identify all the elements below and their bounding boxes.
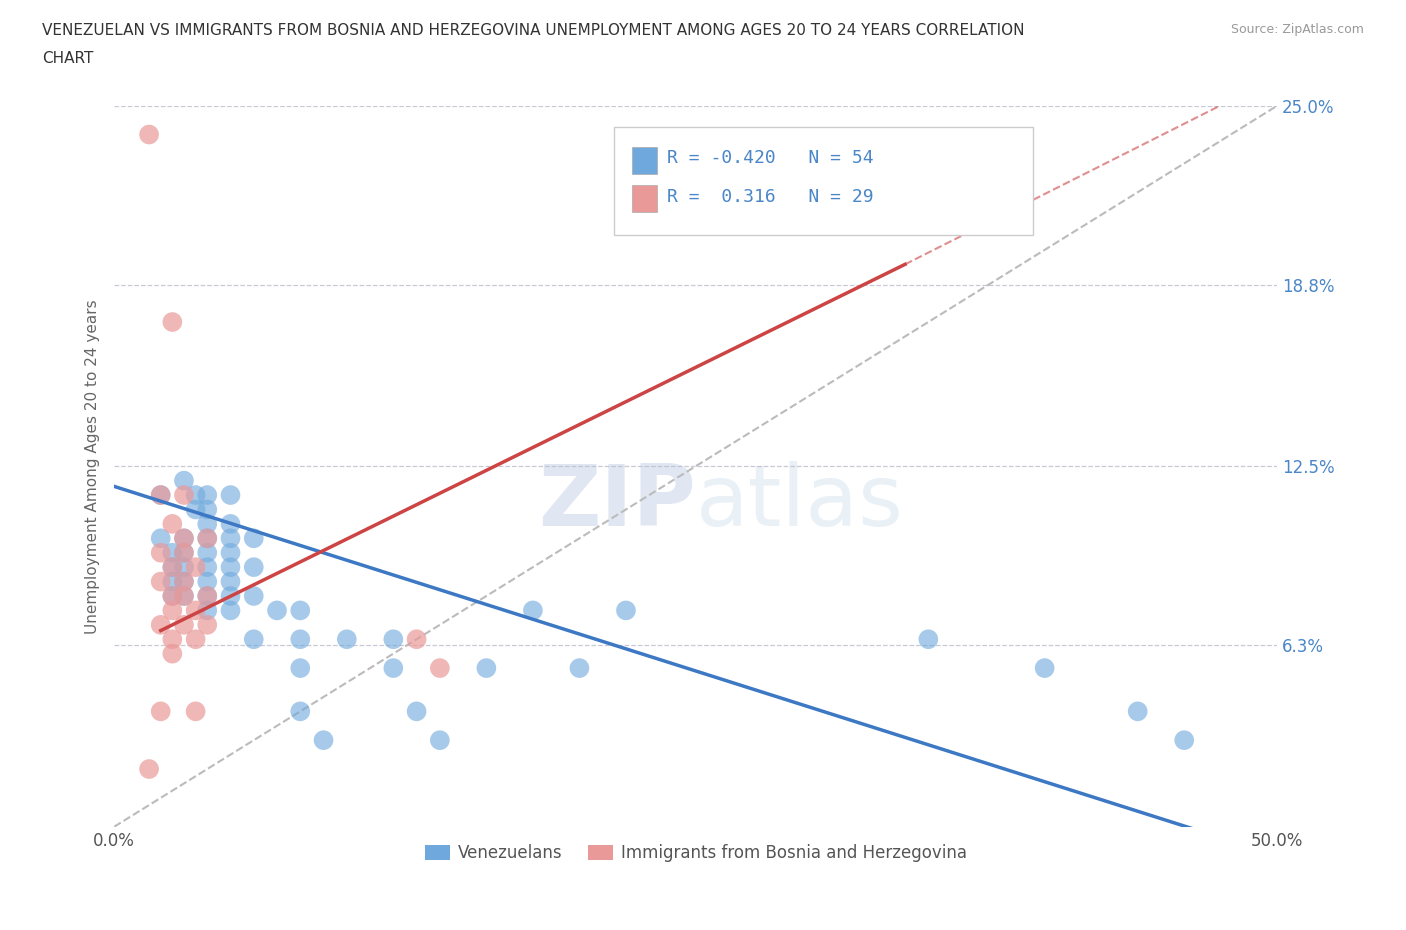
- Point: [195, 589, 218, 604]
- Point: [429, 660, 451, 675]
- Point: [195, 574, 218, 589]
- Point: [162, 545, 184, 560]
- Point: [242, 560, 264, 575]
- Point: [138, 762, 160, 777]
- Point: [184, 603, 207, 618]
- Point: [242, 631, 264, 646]
- Point: [568, 660, 591, 675]
- Point: [429, 733, 451, 748]
- Point: [184, 704, 207, 719]
- Point: [173, 545, 195, 560]
- Point: [173, 618, 195, 632]
- Text: VENEZUELAN VS IMMIGRANTS FROM BOSNIA AND HERZEGOVINA UNEMPLOYMENT AMONG AGES 20 : VENEZUELAN VS IMMIGRANTS FROM BOSNIA AND…: [42, 23, 1025, 38]
- Point: [195, 502, 218, 517]
- Point: [290, 603, 312, 618]
- Text: CHART: CHART: [42, 51, 94, 66]
- Bar: [631, 185, 658, 212]
- Point: [184, 631, 207, 646]
- Point: [173, 560, 195, 575]
- Point: [173, 531, 195, 546]
- Point: [162, 589, 184, 604]
- Point: [290, 631, 312, 646]
- Point: [173, 531, 195, 546]
- Point: [195, 589, 218, 604]
- Point: [162, 314, 184, 329]
- Point: [1173, 733, 1195, 748]
- Point: [219, 516, 242, 531]
- Point: [173, 487, 195, 502]
- Point: [219, 487, 242, 502]
- Text: R =  0.316   N = 29: R = 0.316 N = 29: [666, 188, 873, 206]
- Point: [173, 473, 195, 488]
- Text: ZIP: ZIP: [538, 460, 696, 544]
- Point: [336, 631, 359, 646]
- Point: [184, 487, 207, 502]
- Point: [195, 603, 218, 618]
- Point: [195, 531, 218, 546]
- Point: [162, 516, 184, 531]
- Text: atlas: atlas: [696, 460, 904, 544]
- Point: [138, 127, 160, 142]
- Point: [917, 631, 939, 646]
- Point: [173, 574, 195, 589]
- Text: R = -0.420   N = 54: R = -0.420 N = 54: [666, 150, 873, 167]
- FancyBboxPatch shape: [614, 127, 1033, 235]
- Legend: Venezuelans, Immigrants from Bosnia and Herzegovina: Venezuelans, Immigrants from Bosnia and …: [418, 838, 973, 869]
- Point: [219, 603, 242, 618]
- Point: [290, 704, 312, 719]
- Point: [382, 660, 405, 675]
- Point: [162, 631, 184, 646]
- Point: [195, 545, 218, 560]
- Point: [312, 733, 335, 748]
- Point: [149, 487, 172, 502]
- Point: [195, 618, 218, 632]
- Point: [149, 704, 172, 719]
- Point: [149, 487, 172, 502]
- Point: [614, 603, 637, 618]
- Point: [1033, 660, 1056, 675]
- Point: [475, 660, 498, 675]
- Point: [195, 560, 218, 575]
- Point: [184, 502, 207, 517]
- Point: [219, 545, 242, 560]
- Point: [173, 574, 195, 589]
- Point: [184, 560, 207, 575]
- Point: [162, 603, 184, 618]
- Point: [149, 574, 172, 589]
- Y-axis label: Unemployment Among Ages 20 to 24 years: Unemployment Among Ages 20 to 24 years: [86, 299, 100, 633]
- Point: [149, 531, 172, 546]
- Point: [162, 560, 184, 575]
- Point: [1126, 704, 1149, 719]
- Point: [522, 603, 544, 618]
- Point: [195, 531, 218, 546]
- Point: [162, 560, 184, 575]
- Point: [162, 589, 184, 604]
- Point: [149, 545, 172, 560]
- Point: [242, 531, 264, 546]
- Point: [195, 487, 218, 502]
- Point: [405, 631, 427, 646]
- Point: [219, 560, 242, 575]
- Point: [242, 589, 264, 604]
- Point: [219, 589, 242, 604]
- Point: [195, 516, 218, 531]
- Point: [382, 631, 405, 646]
- Point: [162, 574, 184, 589]
- Point: [290, 660, 312, 675]
- Point: [219, 531, 242, 546]
- Point: [162, 646, 184, 661]
- Text: Source: ZipAtlas.com: Source: ZipAtlas.com: [1230, 23, 1364, 36]
- Point: [173, 589, 195, 604]
- Point: [219, 574, 242, 589]
- Point: [266, 603, 288, 618]
- Point: [405, 704, 427, 719]
- Bar: [631, 147, 658, 174]
- Point: [173, 545, 195, 560]
- Point: [173, 589, 195, 604]
- Point: [149, 618, 172, 632]
